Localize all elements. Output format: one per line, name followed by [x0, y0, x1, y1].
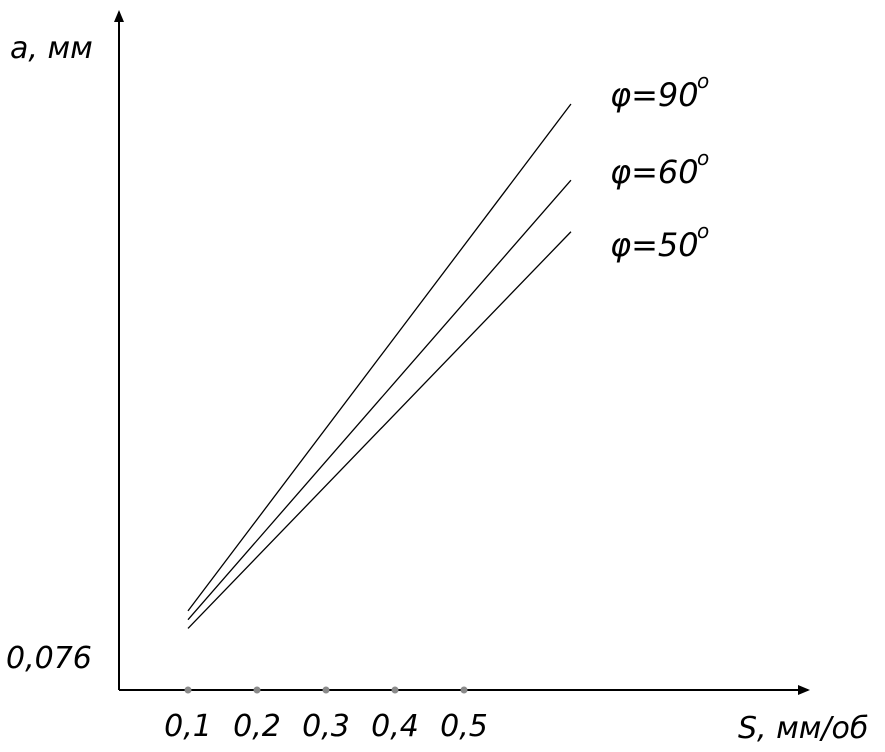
- x-tick-label: 0,2: [233, 709, 281, 744]
- x-tick-mark: [253, 686, 261, 694]
- x-tick-mark: [391, 686, 399, 694]
- series-label-degree: o: [697, 219, 709, 243]
- series-label: φ=90: [610, 76, 699, 114]
- series-line: [187, 103, 572, 612]
- y-value-label: 0,076: [6, 641, 92, 676]
- x-tick-label: 0,4: [371, 709, 419, 744]
- series-label: φ=60: [610, 153, 699, 191]
- x-tick-label: 0,1: [164, 709, 212, 744]
- x-tick-mark: [184, 686, 192, 694]
- x-tick-mark: [460, 686, 468, 694]
- x-axis-title: S, мм/об: [738, 711, 868, 746]
- x-tick-label: 0,5: [440, 709, 488, 744]
- y-axis-title: a, мм: [10, 31, 93, 66]
- series-line: [187, 231, 572, 629]
- series-label: φ=50: [610, 226, 699, 264]
- series-line: [187, 179, 572, 621]
- series-label-degree: o: [697, 146, 709, 170]
- x-tick-mark: [322, 686, 330, 694]
- x-tick-label: 0,3: [302, 709, 350, 744]
- series-label-degree: o: [697, 69, 709, 93]
